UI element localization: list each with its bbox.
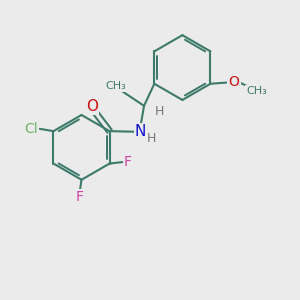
Text: O: O [86, 99, 98, 114]
Text: H: H [155, 105, 164, 118]
Text: O: O [229, 75, 239, 89]
Text: N: N [135, 124, 146, 139]
Text: CH₃: CH₃ [106, 81, 126, 91]
Text: F: F [124, 155, 132, 169]
Text: F: F [75, 190, 83, 204]
Text: H: H [147, 132, 156, 145]
Text: CH₃: CH₃ [246, 85, 267, 95]
Text: Cl: Cl [24, 122, 38, 136]
